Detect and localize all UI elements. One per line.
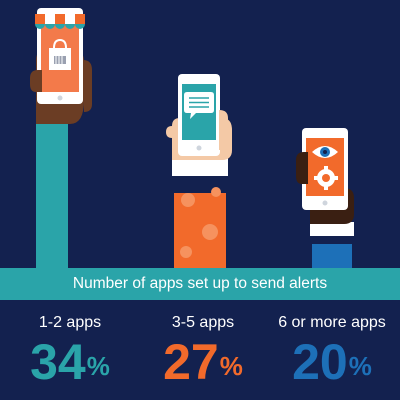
category-label: 3-5 apps — [171, 314, 235, 331]
stat-1-2-apps: 1-2 apps 34% — [0, 306, 140, 390]
shopping-bag-icon — [49, 38, 71, 70]
stat-6-or-more-apps: 6 or more apps 20% — [262, 306, 400, 390]
stats-row: 1-2 apps 34% 3-5 apps 27% 6 or more apps… — [0, 306, 400, 400]
gear-icon — [314, 166, 338, 190]
chat-bubble-icon — [184, 92, 214, 119]
hand-phone-chat — [166, 74, 232, 176]
value-label: 34% — [30, 334, 110, 390]
hand-phone-eye — [296, 128, 354, 236]
chart-title: Number of apps set up to send alerts — [0, 268, 400, 300]
bar-3-5-apps — [174, 187, 226, 270]
stat-3-5-apps: 3-5 apps 27% — [133, 306, 273, 390]
category-label: 1-2 apps — [38, 314, 102, 331]
value-label: 20% — [292, 334, 372, 390]
bar-1-2-apps — [36, 120, 68, 270]
category-label: 6 or more apps — [278, 314, 386, 331]
eye-icon — [312, 146, 338, 158]
value-label: 27% — [163, 334, 243, 390]
bar-6-or-more-apps — [312, 244, 352, 270]
hand-phone-shopping — [30, 8, 92, 124]
